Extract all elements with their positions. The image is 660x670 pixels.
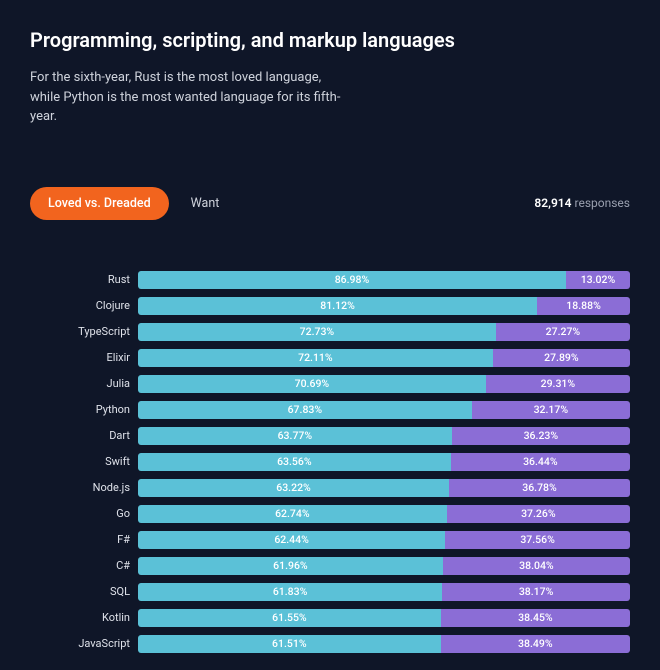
tabs: Loved vs. Dreaded Want [30,187,219,220]
chart-row: Rust86.98%13.02% [60,270,630,290]
bar-loved[interactable]: 63.77% [138,427,452,445]
bar-track: 62.44%37.56% [138,531,630,549]
chart-row: Clojure81.12%18.88% [60,296,630,316]
row-label: Swift [60,455,138,468]
responses-count: 82,914 responses [534,196,630,210]
bar-loved[interactable]: 62.74% [138,505,447,523]
row-label: TypeScript [60,325,138,338]
bar-loved[interactable]: 86.98% [138,271,566,289]
languages-chart: Rust86.98%13.02%Clojure81.12%18.88%TypeS… [30,270,630,654]
bar-dreaded[interactable]: 38.17% [442,583,630,601]
bar-track: 63.77%36.23% [138,427,630,445]
chart-row: Kotlin61.55%38.45% [60,608,630,628]
bar-track: 70.69%29.31% [138,375,630,393]
page-title: Programming, scripting, and markup langu… [30,28,630,52]
row-label: Rust [60,273,138,286]
tab-want[interactable]: Want [191,196,220,211]
bar-loved[interactable]: 72.11% [138,349,493,367]
bar-loved[interactable]: 61.83% [138,583,442,601]
bar-track: 86.98%13.02% [138,271,630,289]
bar-track: 67.83%32.17% [138,401,630,419]
bar-dreaded[interactable]: 29.31% [486,375,630,393]
bar-dreaded[interactable]: 38.49% [441,635,630,653]
chart-row: TypeScript72.73%27.27% [60,322,630,342]
bar-dreaded[interactable]: 38.04% [443,557,630,575]
bar-track: 61.83%38.17% [138,583,630,601]
responses-number: 82,914 [534,196,571,210]
bar-track: 62.74%37.26% [138,505,630,523]
bar-loved[interactable]: 61.96% [138,557,443,575]
chart-row: F#62.44%37.56% [60,530,630,550]
bar-dreaded[interactable]: 27.27% [496,323,630,341]
row-label: Go [60,507,138,520]
bar-dreaded[interactable]: 38.45% [441,609,630,627]
row-label: Julia [60,377,138,390]
bar-track: 61.96%38.04% [138,557,630,575]
chart-row: Swift63.56%36.44% [60,452,630,472]
chart-row: Node.js63.22%36.78% [60,478,630,498]
bar-dreaded[interactable]: 36.78% [449,479,630,497]
chart-row: Dart63.77%36.23% [60,426,630,446]
bar-track: 63.22%36.78% [138,479,630,497]
row-label: Node.js [60,481,138,494]
bar-loved[interactable]: 81.12% [138,297,537,315]
row-label: Dart [60,429,138,442]
bar-dreaded[interactable]: 36.44% [451,453,630,471]
bar-loved[interactable]: 72.73% [138,323,496,341]
chart-row: Elixir72.11%27.89% [60,348,630,368]
bar-dreaded[interactable]: 13.02% [566,271,630,289]
bar-track: 61.51%38.49% [138,635,630,653]
bar-dreaded[interactable]: 36.23% [452,427,630,445]
bar-loved[interactable]: 61.51% [138,635,441,653]
bar-track: 72.73%27.27% [138,323,630,341]
row-label: F# [60,533,138,546]
controls-row: Loved vs. Dreaded Want 82,914 responses [30,187,630,220]
chart-row: SQL61.83%38.17% [60,582,630,602]
tab-loved-vs-dreaded[interactable]: Loved vs. Dreaded [30,187,169,220]
row-label: Kotlin [60,611,138,624]
row-label: SQL [60,585,138,598]
bar-dreaded[interactable]: 37.56% [445,531,630,549]
chart-row: JavaScript61.51%38.49% [60,634,630,654]
chart-row: Julia70.69%29.31% [60,374,630,394]
bar-track: 63.56%36.44% [138,453,630,471]
row-label: JavaScript [60,637,138,650]
chart-row: Go62.74%37.26% [60,504,630,524]
chart-row: C#61.96%38.04% [60,556,630,576]
bar-dreaded[interactable]: 37.26% [447,505,630,523]
bar-loved[interactable]: 70.69% [138,375,486,393]
bar-dreaded[interactable]: 18.88% [537,297,630,315]
bar-loved[interactable]: 67.83% [138,401,472,419]
responses-suffix: responses [575,196,630,210]
bar-loved[interactable]: 63.56% [138,453,451,471]
bar-track: 72.11%27.89% [138,349,630,367]
bar-track: 81.12%18.88% [138,297,630,315]
chart-row: Python67.83%32.17% [60,400,630,420]
row-label: Clojure [60,299,138,312]
row-label: Elixir [60,351,138,364]
bar-dreaded[interactable]: 27.89% [493,349,630,367]
bar-loved[interactable]: 63.22% [138,479,449,497]
row-label: C# [60,559,138,572]
bar-dreaded[interactable]: 32.17% [472,401,630,419]
bar-loved[interactable]: 62.44% [138,531,445,549]
bar-track: 61.55%38.45% [138,609,630,627]
row-label: Python [60,403,138,416]
bar-loved[interactable]: 61.55% [138,609,441,627]
page-description: For the sixth-year, Rust is the most lov… [30,68,350,127]
